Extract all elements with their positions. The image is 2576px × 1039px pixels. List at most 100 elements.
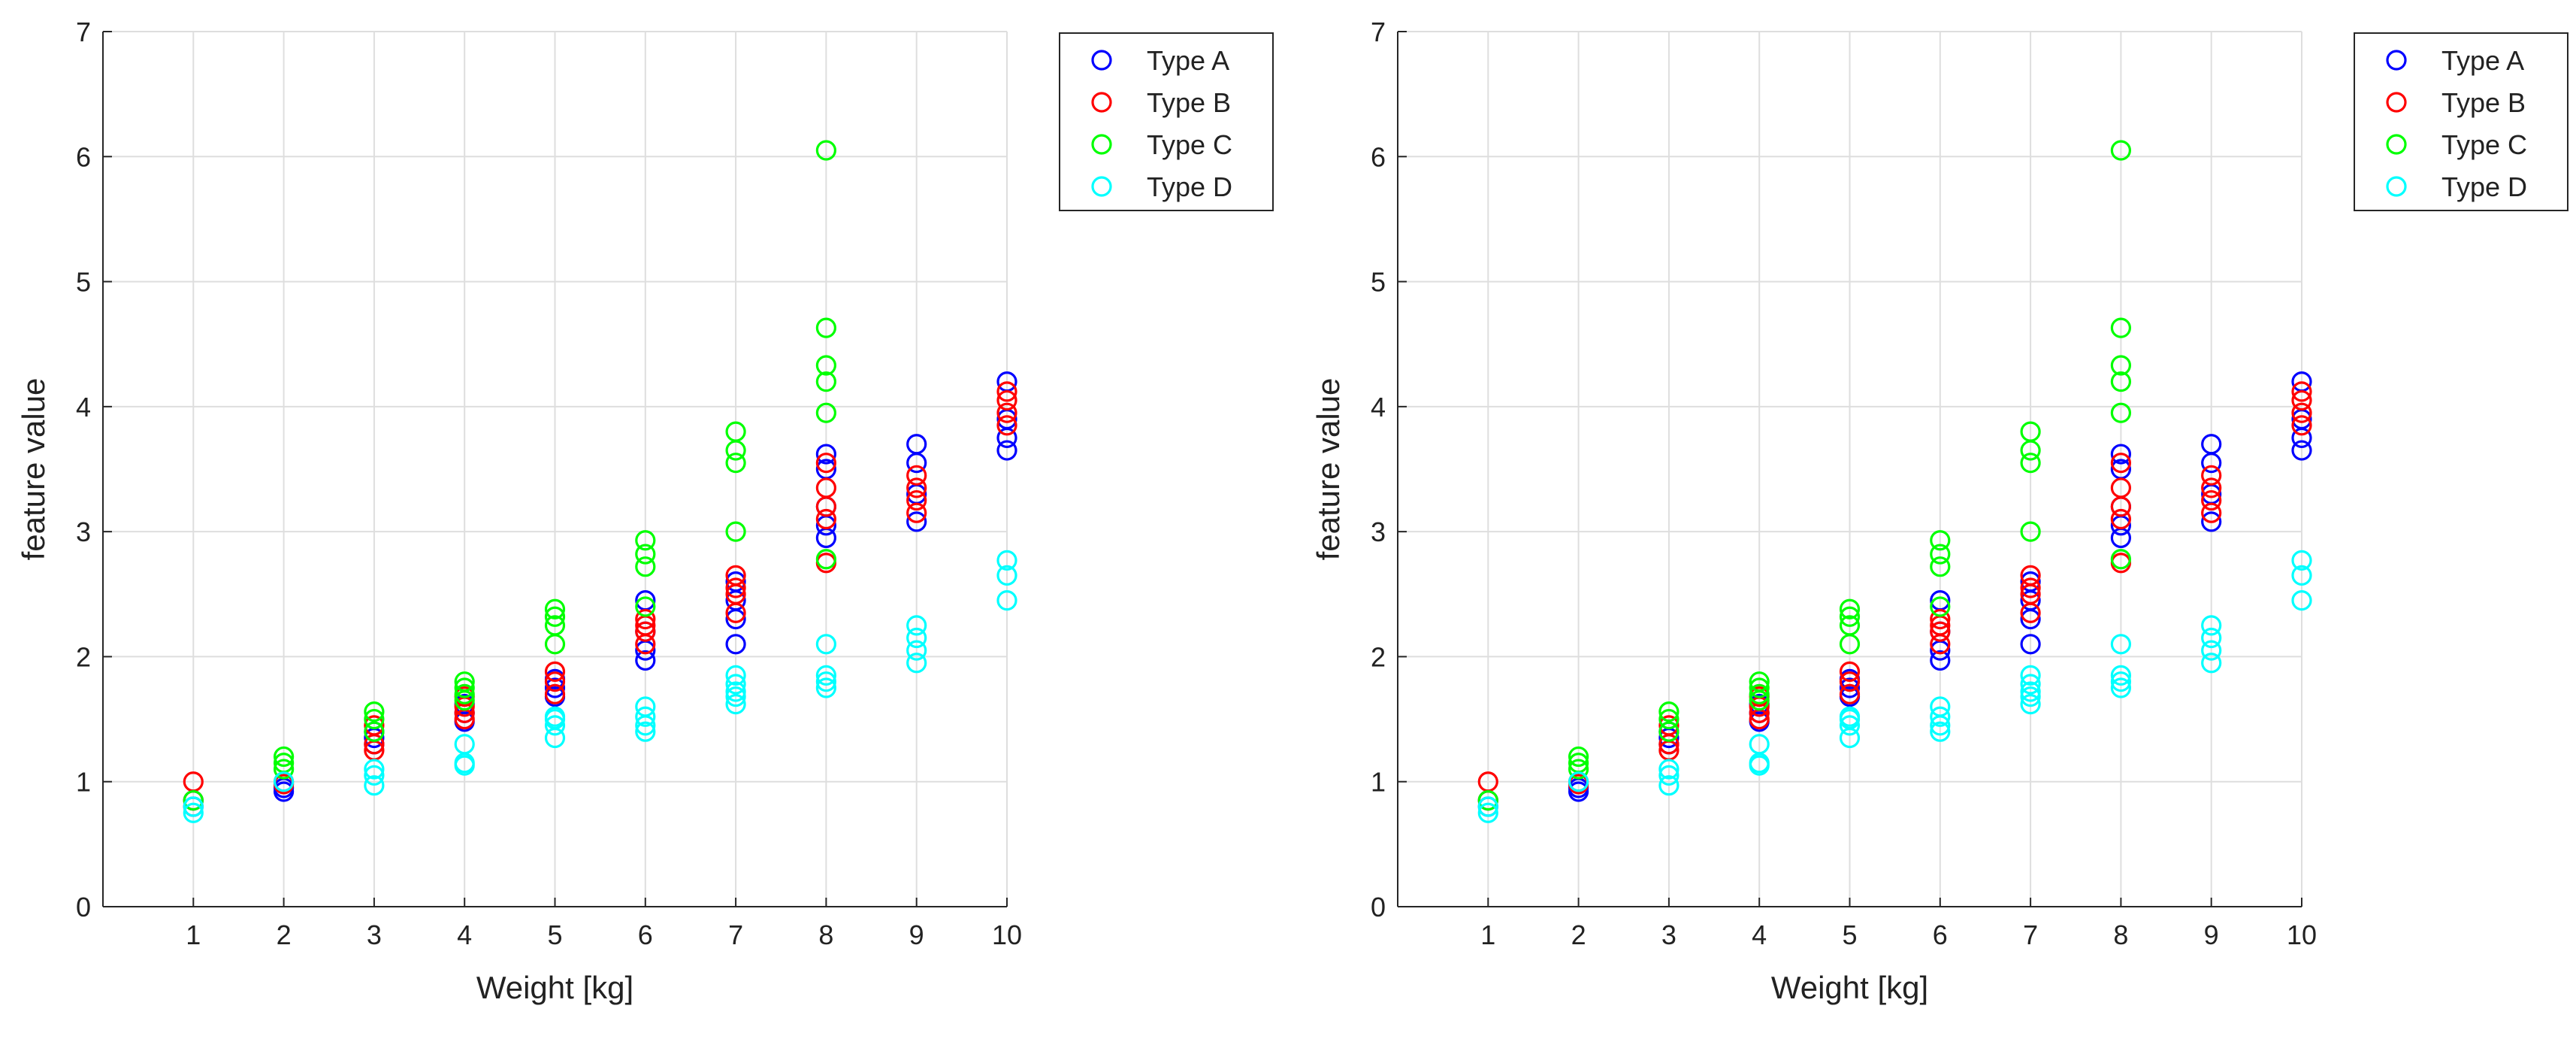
data-point bbox=[635, 706, 656, 727]
data-point bbox=[1930, 596, 1951, 617]
x-tick-label: 10 bbox=[2287, 919, 2317, 950]
data-point bbox=[364, 701, 385, 722]
data-point bbox=[1477, 796, 1498, 817]
data-point bbox=[725, 686, 746, 707]
data-point bbox=[815, 371, 837, 392]
legend-marker bbox=[1091, 176, 1112, 197]
data-point bbox=[2291, 440, 2312, 461]
x-tick-label: 4 bbox=[1752, 919, 1767, 950]
data-point bbox=[2110, 665, 2131, 686]
data-point bbox=[544, 615, 566, 636]
x-tick-label: 5 bbox=[1842, 919, 1857, 950]
x-axis-label: Weight [kg] bbox=[1771, 970, 1928, 1005]
y-tick-label: 5 bbox=[1371, 267, 1386, 298]
y-tick-label: 0 bbox=[76, 892, 91, 922]
data-point bbox=[1839, 606, 1861, 627]
legend-label: Type A bbox=[2441, 45, 2524, 76]
data-point bbox=[2291, 389, 2312, 411]
data-point bbox=[815, 508, 837, 530]
data-point bbox=[996, 389, 1017, 411]
data-point bbox=[2110, 549, 2131, 570]
data-point bbox=[1749, 677, 1770, 698]
data-point bbox=[2020, 571, 2041, 592]
data-point bbox=[815, 671, 837, 692]
data-point bbox=[454, 671, 475, 692]
x-tick-label: 9 bbox=[2204, 919, 2219, 950]
data-point bbox=[1930, 706, 1951, 727]
data-point bbox=[1477, 790, 1498, 811]
data-point bbox=[2110, 477, 2131, 498]
data-point bbox=[2020, 694, 2041, 715]
data-point bbox=[2201, 434, 2222, 455]
data-point bbox=[1839, 715, 1861, 736]
data-point bbox=[2291, 565, 2312, 586]
data-point bbox=[544, 715, 566, 736]
data-point bbox=[725, 674, 746, 695]
data-point bbox=[1749, 734, 1770, 755]
data-point bbox=[1749, 671, 1770, 692]
y-tick-label: 0 bbox=[1371, 892, 1386, 922]
data-point bbox=[725, 571, 746, 592]
x-tick-label: 4 bbox=[457, 919, 472, 950]
x-tick-label: 2 bbox=[1571, 919, 1586, 950]
data-point bbox=[906, 511, 927, 532]
data-point bbox=[274, 781, 295, 802]
data-point bbox=[2020, 634, 2041, 655]
data-point bbox=[2110, 355, 2131, 376]
data-point bbox=[183, 802, 204, 823]
data-point bbox=[1930, 621, 1951, 642]
data-point bbox=[1658, 721, 1680, 742]
data-point bbox=[2291, 415, 2312, 436]
data-point bbox=[635, 544, 656, 565]
data-point bbox=[906, 627, 927, 649]
data-point bbox=[2110, 444, 2131, 465]
series-type-d bbox=[1477, 550, 2312, 823]
y-tick-label: 7 bbox=[76, 17, 91, 47]
data-point bbox=[815, 477, 837, 498]
y-tick-label: 6 bbox=[1371, 141, 1386, 172]
x-tick-label: 10 bbox=[992, 919, 1022, 950]
data-point bbox=[635, 696, 656, 717]
data-point bbox=[815, 317, 837, 338]
x-tick-label: 2 bbox=[277, 919, 292, 950]
data-point bbox=[544, 683, 566, 704]
data-point bbox=[454, 677, 475, 698]
x-tick-label: 8 bbox=[818, 919, 833, 950]
data-point bbox=[996, 381, 1017, 402]
data-point bbox=[2201, 511, 2222, 532]
data-point bbox=[1930, 721, 1951, 742]
data-point bbox=[2110, 402, 2131, 423]
y-axis-label: feature value bbox=[16, 378, 51, 561]
data-point bbox=[815, 355, 837, 376]
data-point bbox=[996, 565, 1017, 586]
data-point bbox=[815, 140, 837, 161]
series-type-c bbox=[1477, 140, 2131, 811]
data-point bbox=[1568, 781, 1589, 802]
data-point bbox=[1749, 683, 1770, 704]
data-point bbox=[2020, 577, 2041, 598]
data-point bbox=[815, 402, 837, 423]
data-point bbox=[274, 771, 295, 792]
data-point bbox=[635, 621, 656, 642]
data-point bbox=[364, 721, 385, 742]
data-point bbox=[725, 421, 746, 442]
data-point bbox=[2020, 521, 2041, 542]
data-point bbox=[1839, 598, 1861, 619]
data-point bbox=[635, 650, 656, 671]
x-tick-label: 7 bbox=[728, 919, 743, 950]
data-point bbox=[1930, 544, 1951, 565]
data-point bbox=[815, 634, 837, 655]
data-point bbox=[364, 715, 385, 736]
series-type-c bbox=[183, 140, 837, 811]
data-point bbox=[2201, 653, 2222, 674]
data-point bbox=[2110, 634, 2131, 655]
data-point bbox=[1568, 771, 1589, 792]
y-axis-label: feature value bbox=[1311, 378, 1346, 561]
legend-marker bbox=[1091, 134, 1112, 155]
y-tick-label: 1 bbox=[1371, 767, 1386, 798]
data-point bbox=[906, 477, 927, 498]
data-point bbox=[2020, 681, 2041, 702]
data-point bbox=[2110, 371, 2131, 392]
data-point bbox=[544, 598, 566, 619]
